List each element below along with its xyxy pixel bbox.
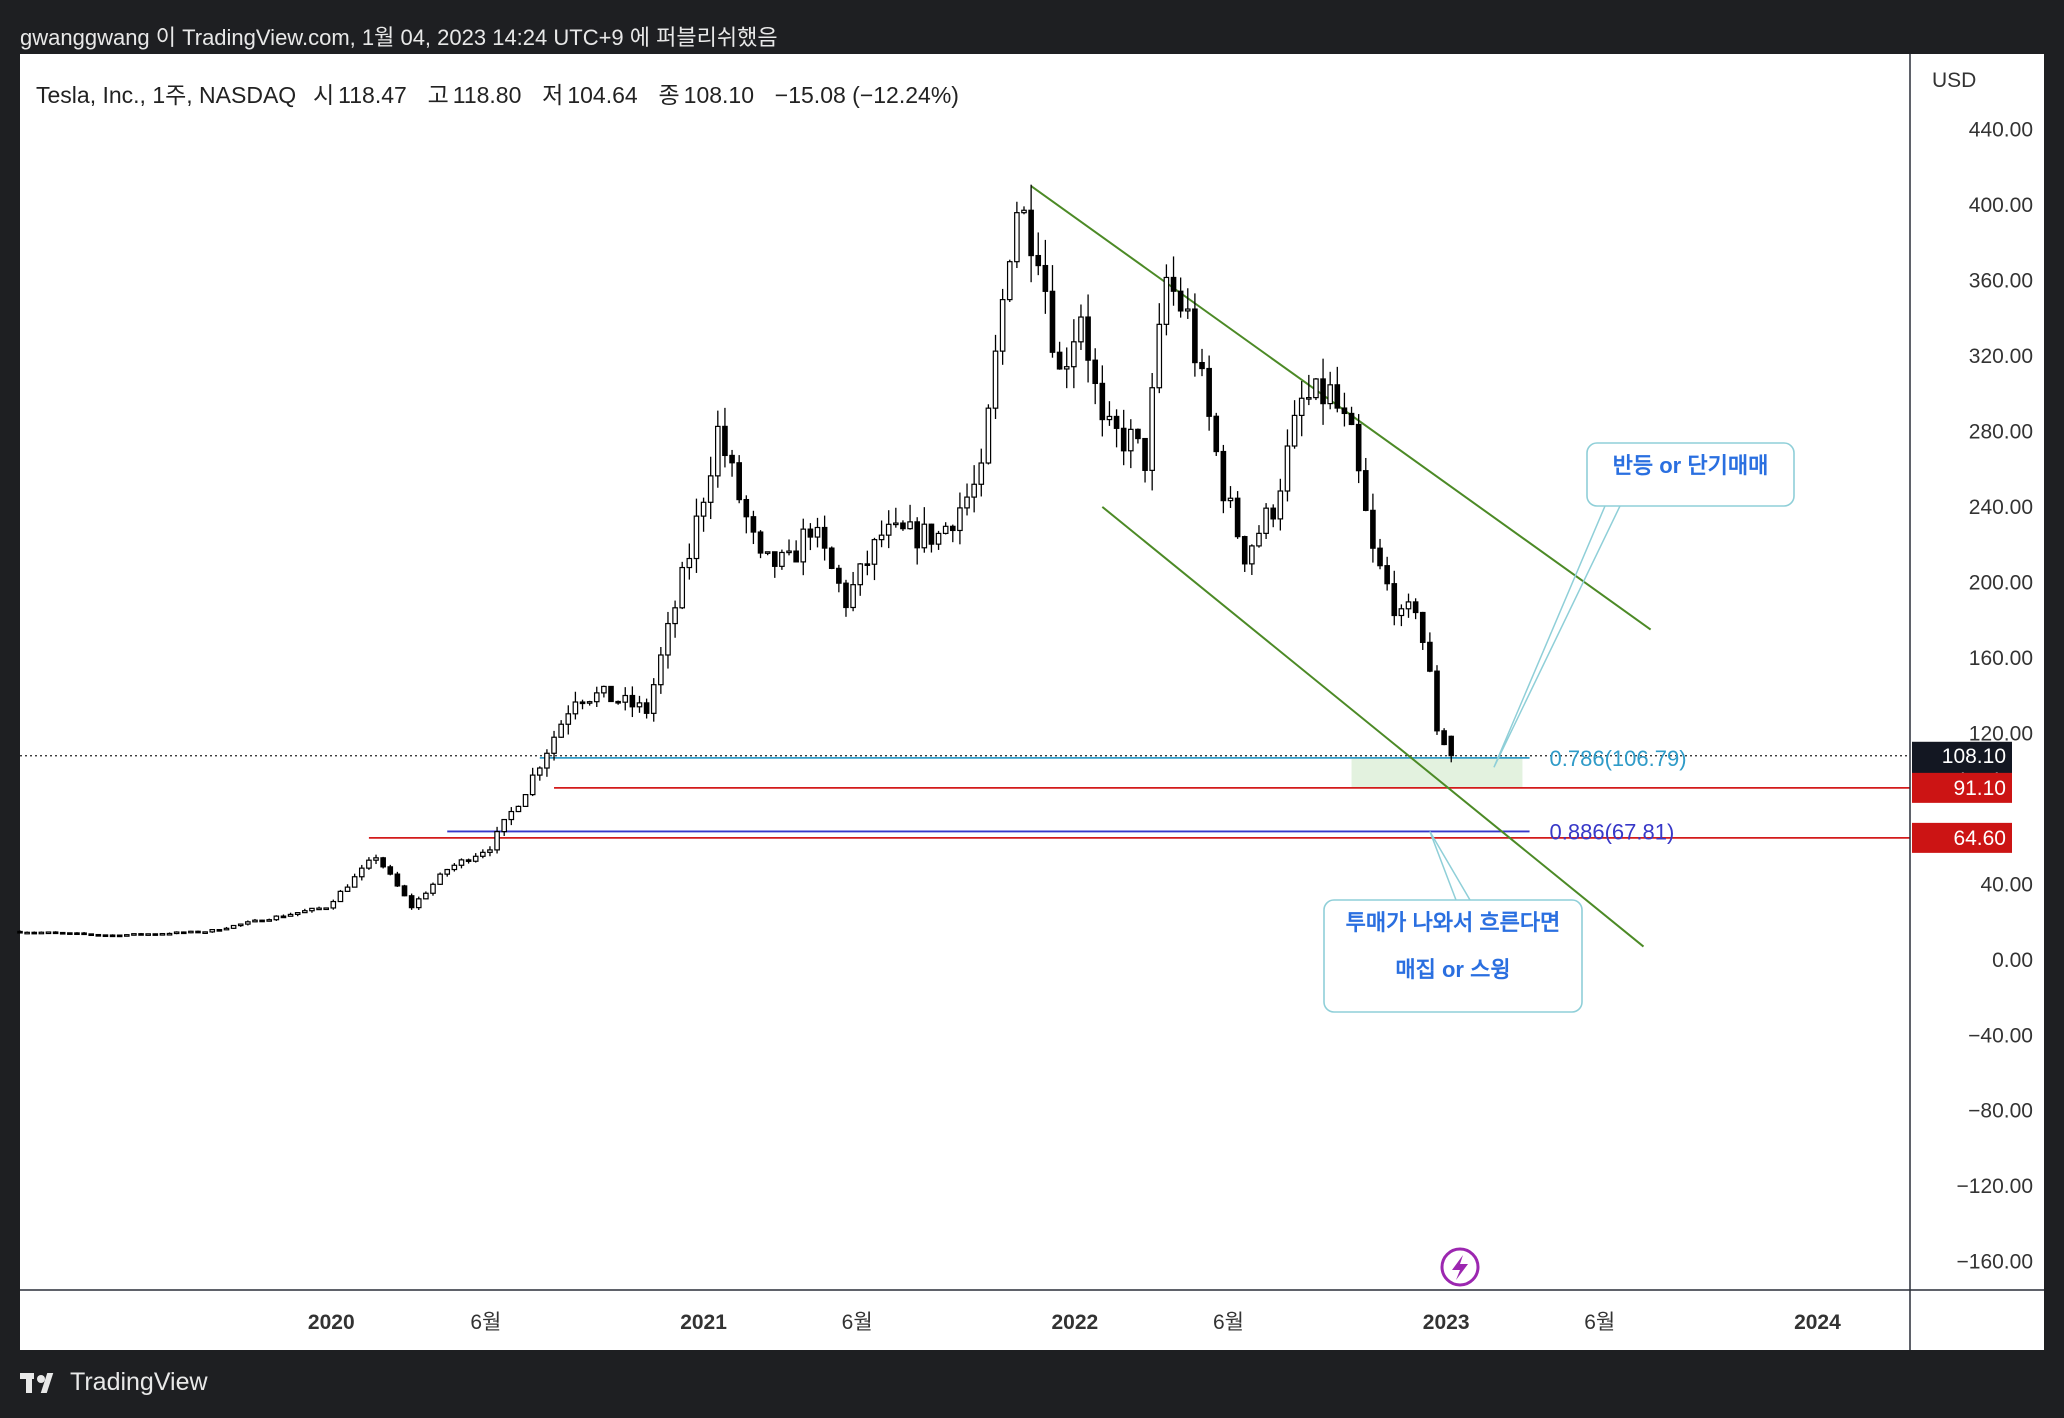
symbol-legend: Tesla, Inc., 1주, NASDAQ 시 118.47 고 118.80 … xyxy=(36,76,967,110)
close-label: 종 xyxy=(658,82,680,108)
publish-header: gwanggwang 이 TradingView.com, 1월 04, 202… xyxy=(20,25,778,50)
close-value: 108.10 xyxy=(683,82,755,108)
symbol-name[interactable]: Tesla, Inc., 1주, NASDAQ xyxy=(36,82,297,108)
high-label: 고 xyxy=(427,82,449,108)
open-label: 시 xyxy=(312,82,335,108)
high-value: 118.80 xyxy=(452,82,522,108)
change-value: −15.08 (−12.24%) xyxy=(774,82,959,108)
chart-panel[interactable] xyxy=(20,54,2044,1350)
footer-brand[interactable]: TradingView xyxy=(70,1368,208,1396)
tradingview-logo-icon xyxy=(20,1372,60,1393)
low-value: 104.64 xyxy=(567,82,638,108)
low-label: 저 xyxy=(542,82,564,108)
footer: TradingView xyxy=(20,1368,208,1397)
open-value: 118.47 xyxy=(338,82,407,108)
